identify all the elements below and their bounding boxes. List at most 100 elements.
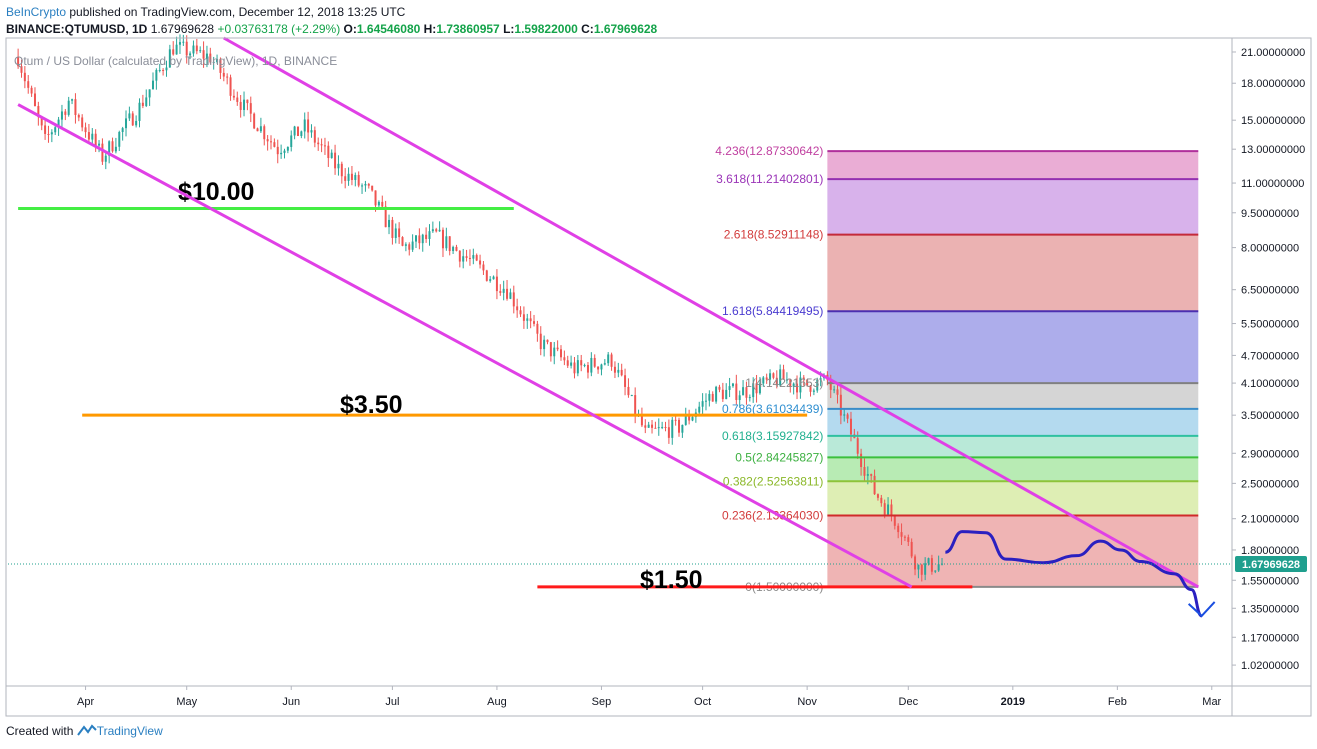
candle — [485, 269, 488, 282]
candle — [725, 383, 728, 400]
candle — [249, 96, 252, 123]
candle-body — [603, 363, 606, 365]
candle — [364, 180, 367, 192]
candle — [202, 41, 205, 68]
candle — [634, 387, 637, 424]
candle — [135, 115, 138, 128]
fib-label-2.618: 2.618(8.52911148) — [724, 228, 824, 242]
candle-body — [559, 349, 562, 358]
candle — [354, 172, 357, 187]
candle — [836, 382, 839, 404]
last-price-tag — [1235, 555, 1307, 572]
candle-body — [64, 111, 67, 115]
candle-body — [239, 101, 242, 110]
candle-body — [151, 80, 154, 90]
candle — [320, 138, 323, 153]
publish-header: BeInCrypto published on TradingView.com,… — [6, 5, 405, 19]
candle-body — [313, 130, 316, 143]
candle-body — [789, 379, 792, 387]
candle-body — [758, 383, 761, 394]
candle-body — [57, 119, 60, 128]
candle-body — [489, 279, 492, 281]
candle-body — [104, 155, 107, 162]
candle-body — [627, 386, 630, 396]
candle-body — [327, 145, 330, 159]
candle-body — [381, 201, 384, 207]
candle — [182, 34, 185, 46]
candle-body — [482, 264, 485, 271]
candle-body — [404, 244, 407, 246]
publisher-name[interactable]: BeInCrypto — [6, 5, 67, 19]
candle — [519, 306, 522, 318]
candle-body — [785, 379, 788, 381]
candle — [772, 372, 775, 380]
candle — [738, 390, 741, 408]
candle — [941, 557, 944, 566]
candle-body — [364, 183, 367, 186]
candle — [33, 87, 36, 107]
candle — [145, 89, 148, 108]
candle — [860, 448, 863, 476]
y-tick-label: 1.35000000 — [1241, 603, 1299, 615]
candle-body — [688, 415, 691, 421]
candle-body — [293, 126, 296, 136]
symbol-label: BINANCE:QTUMUSD, 1D — [6, 22, 148, 36]
candle — [398, 222, 401, 244]
candle-body — [340, 163, 343, 177]
candle-body — [927, 558, 930, 564]
candle — [782, 364, 785, 380]
candle-body — [839, 394, 842, 416]
candle-body — [458, 250, 461, 262]
candle-body — [934, 570, 937, 572]
candle-body — [256, 128, 259, 132]
candle — [893, 514, 896, 530]
y-tick-label: 1.17000000 — [1241, 632, 1299, 644]
candle — [748, 394, 751, 402]
tradingview-brand[interactable]: TradingView — [96, 724, 163, 738]
candle-body — [651, 424, 654, 428]
candle-body — [337, 163, 340, 169]
candle — [84, 122, 87, 138]
candle — [731, 382, 734, 388]
candle — [479, 254, 482, 269]
candle-body — [37, 106, 40, 118]
candle — [846, 412, 849, 424]
x-tick-label: Mar — [1202, 696, 1221, 708]
candle — [266, 135, 269, 151]
candle — [465, 249, 468, 262]
candle — [890, 499, 893, 522]
candle-body — [23, 72, 26, 82]
candle-body — [317, 142, 320, 145]
candle-body — [138, 102, 141, 121]
candle-body — [475, 255, 478, 261]
candle — [509, 288, 512, 300]
candle — [263, 124, 266, 146]
candle-body — [54, 127, 57, 133]
candle-body — [195, 45, 198, 52]
candle — [630, 394, 633, 397]
candle — [627, 378, 630, 398]
candle — [613, 361, 616, 379]
candle — [489, 276, 492, 283]
y-tick-label: 4.70000000 — [1241, 350, 1299, 362]
candle-body — [691, 416, 694, 421]
candle-body — [330, 152, 333, 159]
candle — [762, 376, 765, 387]
x-tick-label: Aug — [487, 696, 507, 708]
candle — [640, 407, 643, 428]
candle — [765, 373, 768, 384]
candle-body — [243, 99, 246, 110]
candle — [276, 139, 279, 164]
y-tick-label: 15.00000000 — [1241, 115, 1305, 127]
candle-body — [485, 270, 488, 281]
candle — [141, 94, 144, 109]
candle-body — [286, 146, 289, 151]
candle — [863, 458, 866, 482]
candle — [411, 234, 414, 252]
candle-body — [216, 58, 219, 62]
candle — [357, 171, 360, 188]
candle — [195, 38, 198, 55]
candle — [769, 369, 772, 385]
candle-body — [769, 373, 772, 380]
